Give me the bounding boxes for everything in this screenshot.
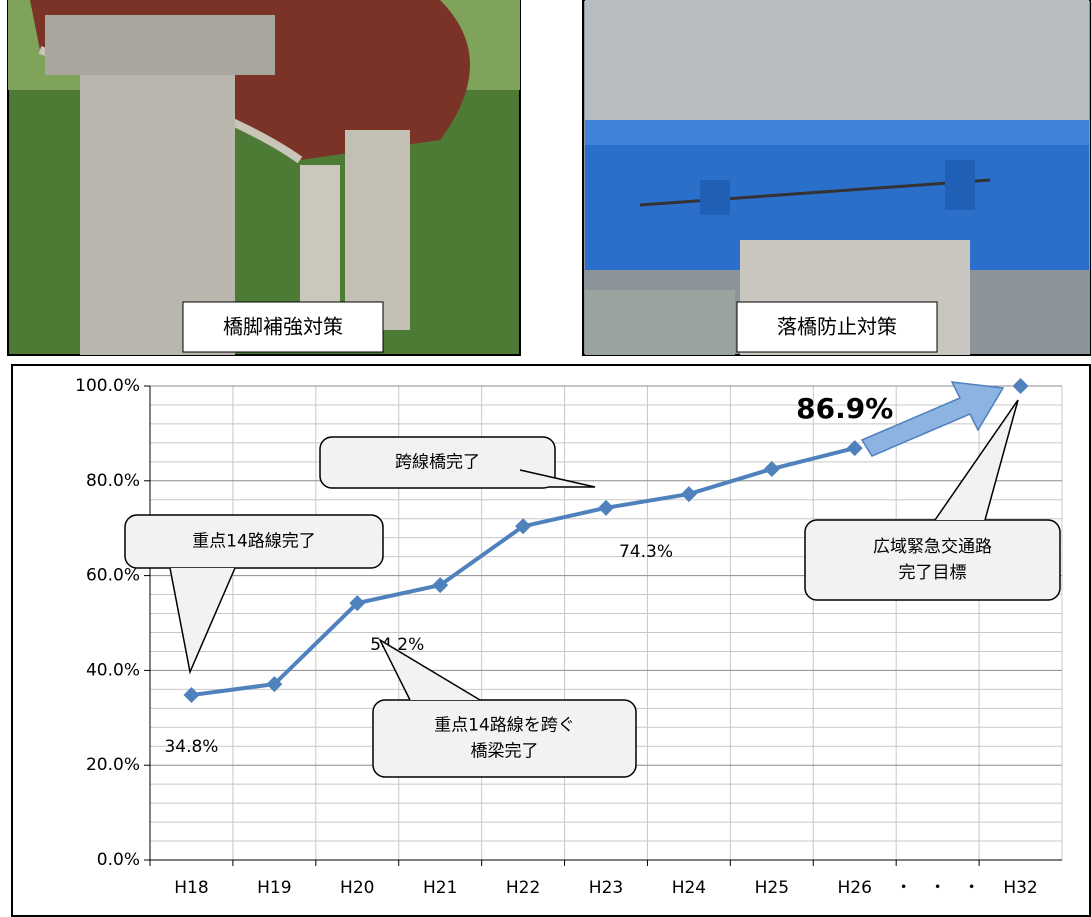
callout-text: 跨線橋完了 [395, 453, 480, 473]
callout: 跨線橋完了 [319, 436, 596, 489]
y-tick-label: 100.0% [75, 376, 140, 396]
callout-box [372, 699, 637, 778]
x-tick-label: H24 [672, 878, 706, 898]
callout-text: 重点14路線を跨ぐ [434, 716, 575, 736]
callout-box [804, 519, 1061, 601]
y-tick-label: 60.0% [86, 566, 140, 586]
x-tick-label: H22 [506, 878, 540, 898]
data-point [349, 595, 366, 612]
x-tick-label: H25 [755, 878, 789, 898]
y-tick-label: 40.0% [86, 660, 140, 680]
callout-pointer [169, 567, 236, 675]
data-point [763, 460, 780, 477]
data-point [183, 687, 200, 704]
x-tick-label: H32 [1003, 878, 1037, 898]
data-point [598, 499, 614, 516]
y-tick-label: 0.0% [97, 850, 140, 870]
y-tick-label: 20.0% [86, 755, 140, 775]
data-point [1012, 378, 1029, 394]
x-tick-label: H20 [340, 878, 374, 898]
target-arrow [860, 381, 1005, 457]
data-point [266, 676, 283, 693]
chart: 0.0% 20.0% 40.0% 60.0% 80.0% 100.0% H18 H19 H20 H… [75, 376, 1063, 898]
y-tick-label: 80.0% [86, 471, 140, 491]
photo-caption: 落橋防止対策 [777, 315, 897, 339]
x-tick-label: ・ ・ ・ [895, 878, 980, 898]
photo-pier: 橋脚補強対策 [7, 0, 521, 356]
callout-box [124, 514, 384, 569]
callout-text: 広域緊急交通路 [873, 537, 992, 557]
x-tick-label: H26 [838, 878, 872, 898]
callout-text: 重点14路線完了 [192, 532, 316, 552]
callout-pointer [378, 638, 481, 701]
data-point [846, 440, 863, 457]
callout: 重点14路線完了 [124, 514, 384, 675]
data-label: 86.9% [796, 392, 893, 425]
callout-pointer [519, 469, 596, 488]
photo-girder: 落橋防止対策 [582, 0, 1091, 356]
data-label: 34.8% [164, 737, 218, 757]
data-point [680, 486, 697, 503]
data-point [515, 518, 532, 535]
data-label: 54.2% [370, 635, 424, 655]
x-tick-label: H19 [257, 878, 291, 898]
x-tick-label: H18 [174, 878, 208, 898]
photo-caption: 橋脚補強対策 [223, 315, 343, 339]
callout-text: 橋梁完了 [471, 742, 539, 762]
plot-area [150, 386, 1062, 860]
callout-box [319, 436, 556, 489]
data-point [432, 577, 449, 594]
x-tick-label: H23 [589, 878, 623, 898]
callout-pointer [934, 399, 1019, 521]
callout-text: 完了目標 [899, 563, 967, 583]
x-tick-label: H21 [423, 878, 457, 898]
data-label: 74.3% [619, 542, 673, 562]
